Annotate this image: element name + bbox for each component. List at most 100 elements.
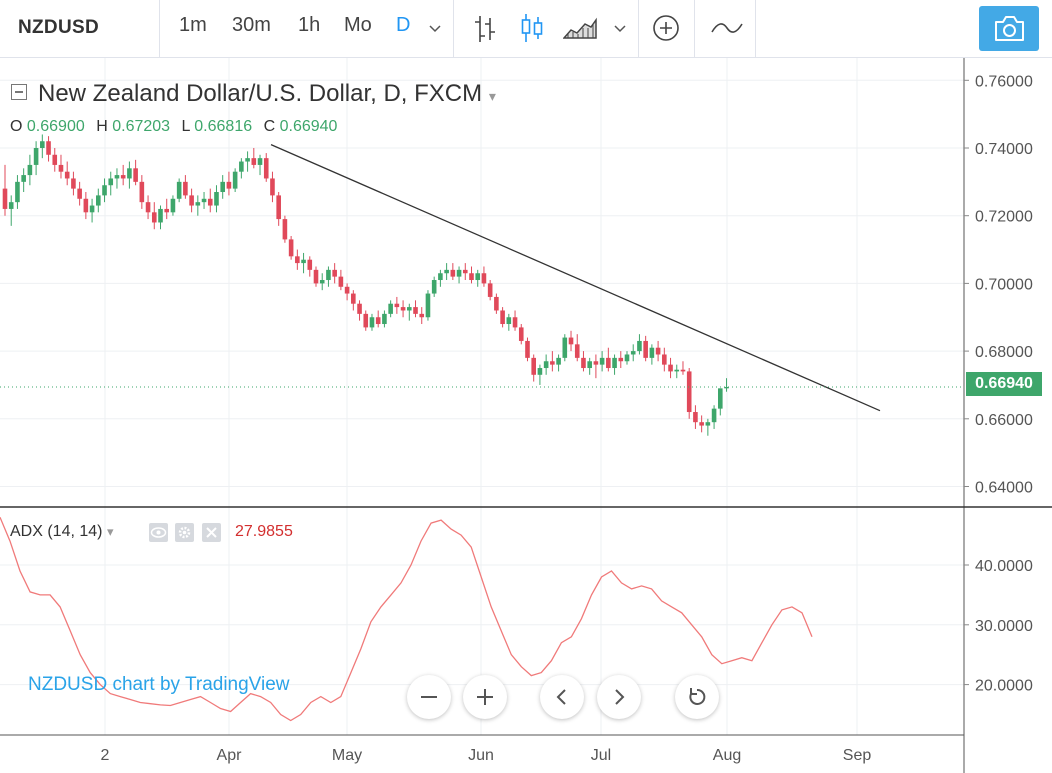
candle (525, 337, 530, 362)
collapse-legend-toggle[interactable] (11, 84, 27, 100)
candle-body (382, 313, 387, 325)
candle (27, 154, 33, 186)
candle-body (718, 388, 723, 409)
candlestick-icon[interactable] (519, 12, 545, 44)
tradingview-watermark[interactable]: NZDUSD chart by TradingView (28, 674, 290, 695)
candle-body (680, 369, 686, 372)
candle-body (8, 202, 14, 209)
price-tick-label: 0.64000 (975, 480, 1033, 497)
toolbar-divider (453, 0, 454, 57)
candle-body (494, 296, 499, 311)
candle-body (58, 164, 64, 172)
candle-body (444, 269, 449, 274)
candle (593, 354, 599, 379)
candle-body (158, 208, 163, 223)
candle-body (313, 269, 319, 284)
candle (462, 263, 468, 281)
candle-body (500, 310, 505, 325)
low-label: L (181, 118, 190, 135)
candle-body (724, 386, 729, 389)
candle (351, 290, 356, 311)
bar-chart-icon[interactable] (473, 14, 497, 44)
candle-body (251, 158, 257, 165)
candle (724, 378, 729, 392)
reset-chart-button[interactable] (675, 675, 719, 719)
chart-title-text: New Zealand Dollar/U.S. Dollar, D, FXCM (38, 80, 483, 107)
time-tick-label: Sep (843, 747, 872, 764)
candle-body (332, 269, 337, 277)
candle-body (77, 188, 82, 199)
candle-body (2, 188, 8, 209)
symbol-search[interactable]: NZDUSD (0, 0, 160, 57)
candle-body (120, 175, 126, 179)
price-tick-label: 0.70000 (975, 276, 1033, 293)
candle-body (83, 198, 89, 213)
candle (487, 280, 493, 301)
interval-day-button[interactable]: D (396, 14, 411, 36)
candle (680, 361, 686, 375)
candle (77, 181, 82, 206)
scroll-right-button[interactable] (597, 675, 641, 719)
candle (686, 368, 692, 419)
add-indicator-icon[interactable] (652, 14, 680, 42)
zoom-in-button[interactable] (463, 675, 507, 719)
candle-body (363, 313, 369, 328)
refresh-icon (689, 688, 706, 705)
candle-body (662, 354, 667, 365)
candle (599, 351, 605, 372)
candle (531, 354, 536, 382)
chevron-down-icon[interactable] (429, 24, 441, 34)
candle-body (686, 371, 692, 413)
candle (8, 195, 14, 226)
area-chart-icon[interactable] (563, 16, 597, 40)
low-value: 0.66816 (194, 118, 253, 135)
interval-1m-button[interactable]: 1m (179, 14, 207, 36)
candle (40, 134, 45, 159)
adx-legend[interactable]: ADX (14, 14) ▾ (10, 523, 113, 541)
chevron-down-icon[interactable]: ▾ (488, 88, 496, 104)
interval-1h-button[interactable]: 1h (298, 14, 321, 36)
adx-tick-label: 20.0000 (975, 678, 1033, 695)
candle (450, 263, 456, 281)
candle (662, 347, 667, 372)
chevron-down-icon[interactable]: ▾ (106, 524, 114, 539)
candle-body (593, 361, 599, 365)
close-icon[interactable] (202, 523, 221, 542)
candle (270, 171, 275, 203)
candle-body (52, 154, 58, 165)
candle (394, 296, 400, 314)
snapshot-button[interactable] (979, 6, 1039, 51)
candle-body (133, 168, 138, 182)
zoom-out-button[interactable] (407, 675, 451, 719)
candle (419, 307, 425, 325)
gear-icon[interactable] (175, 523, 194, 542)
interval-30m-button[interactable]: 30m (232, 14, 271, 36)
candle (475, 269, 481, 287)
candle-body (319, 280, 325, 284)
chevron-down-icon[interactable] (614, 24, 626, 34)
candle-body (525, 340, 530, 358)
eye-icon[interactable] (149, 523, 168, 542)
candle-body (543, 361, 549, 369)
compare-icon[interactable] (711, 20, 743, 36)
chart-title[interactable]: New Zealand Dollar/U.S. Dollar, D, FXCM … (38, 80, 496, 108)
candle-body (164, 208, 170, 213)
price-chart[interactable]: 0.76000 0.74000 0.72000 0.70000 0.68000 0.660… (0, 58, 1052, 773)
candle-body (618, 357, 624, 362)
candle (201, 192, 207, 209)
candle-body (568, 337, 574, 345)
candle-body (456, 269, 462, 277)
candle-body (220, 181, 225, 193)
candle-body (27, 164, 33, 176)
candle (108, 171, 114, 196)
scroll-left-button[interactable] (540, 675, 584, 719)
candle (655, 340, 661, 362)
candle (425, 290, 431, 321)
candle-body (419, 313, 425, 318)
candle-body (183, 181, 188, 196)
adx-line (0, 516, 813, 722)
candle (120, 164, 126, 186)
interval-month-button[interactable]: Mo (344, 14, 372, 36)
candle (699, 415, 704, 433)
candle (189, 188, 194, 213)
